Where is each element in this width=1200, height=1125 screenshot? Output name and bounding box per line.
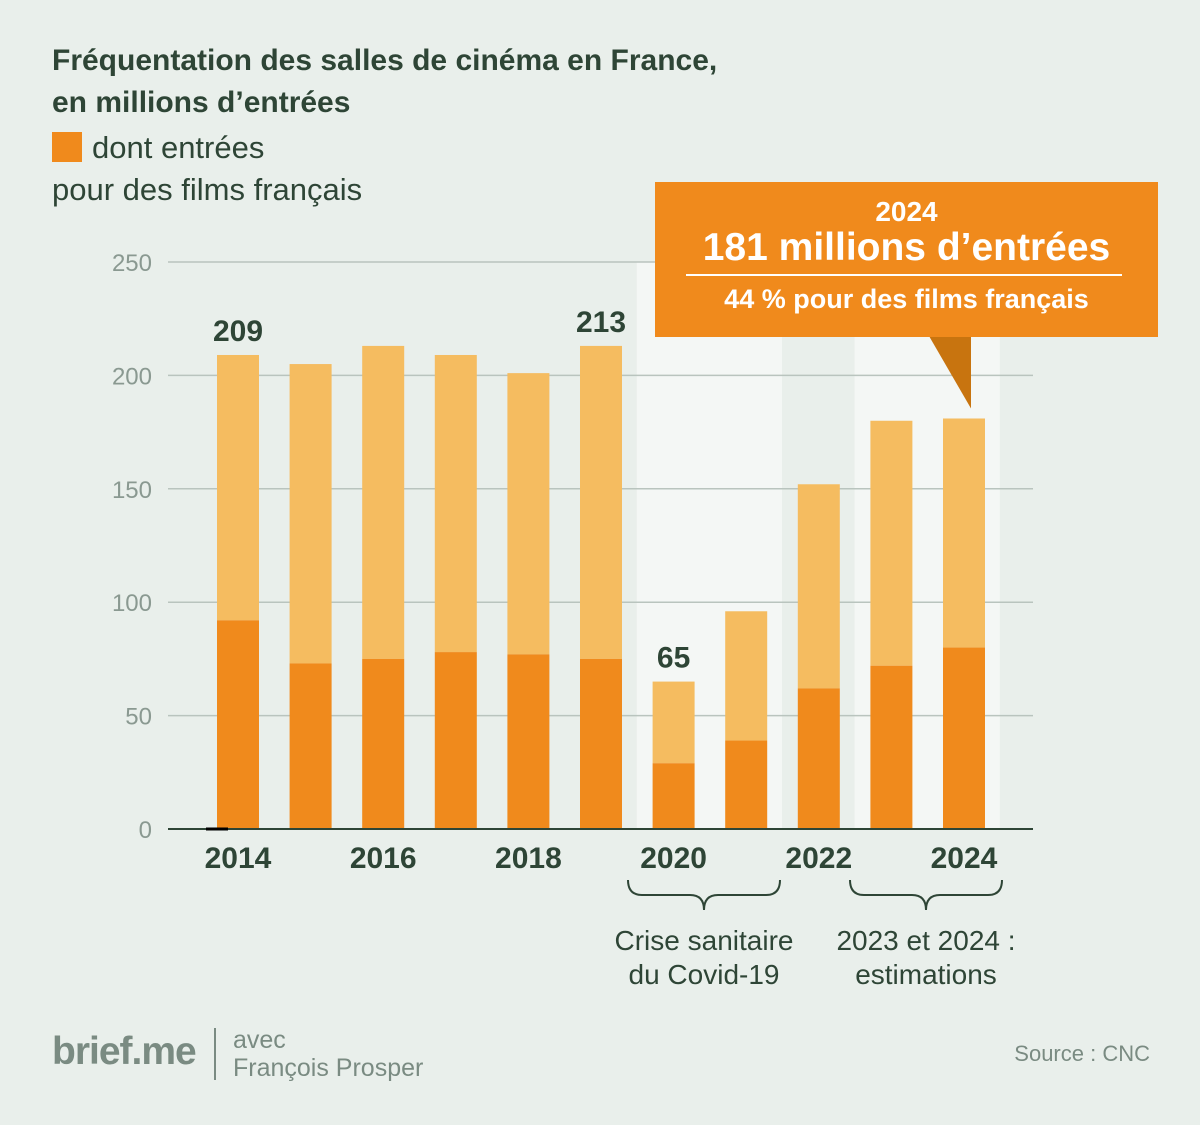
callout-pointer [929, 336, 971, 409]
y-axis-labels: 0 50 100 150 200 250 [112, 250, 152, 844]
x-tick-label-2022: 2022 [785, 842, 852, 875]
x-tick-label-2024: 2024 [931, 842, 998, 875]
bar-french-2018 [507, 654, 550, 829]
bar-total-2024 [943, 418, 985, 648]
bar-total-2014 [217, 354, 259, 621]
bar-total-2021 [725, 611, 768, 741]
legend-swatch [52, 132, 82, 162]
bar-total-2018 [507, 373, 550, 655]
data-labels: 209 213 65 [213, 306, 690, 675]
author-line-2: François Prosper [233, 1054, 424, 1082]
y-tick-label: 150 [112, 477, 152, 504]
covid-caption-line-1: Crise sanitaire [615, 925, 794, 956]
bar-total-2020 [652, 681, 695, 764]
bar-french-2023 [870, 665, 913, 829]
author-line-1: avec [233, 1026, 286, 1054]
bar-french-2024 [943, 647, 985, 829]
bar-total-2019 [580, 345, 622, 659]
callout-share: 44 % pour des films français [724, 284, 1089, 314]
y-tick-label: 50 [125, 704, 152, 731]
bar-french-2017 [434, 652, 477, 829]
bar-total-2017 [434, 354, 477, 653]
bar-french-2020 [652, 763, 695, 829]
x-tick-label-2014: 2014 [205, 842, 272, 875]
estimates-caption-line-2: estimations [855, 959, 997, 990]
y-tick-label: 250 [112, 250, 152, 277]
x-tick-label-2018: 2018 [495, 842, 562, 875]
x-tick-label-2020: 2020 [640, 842, 707, 875]
data-label-2019: 213 [576, 306, 626, 339]
y-tick-label: 200 [112, 363, 152, 390]
callout-year: 2024 [875, 196, 938, 227]
legend-label-line-1: dont entrées [92, 130, 265, 165]
bar-total-2016 [362, 345, 405, 659]
author-credit: avec François Prosper [233, 1026, 423, 1082]
callout-divider [686, 274, 1122, 276]
bar-french-2021 [725, 740, 768, 829]
data-label-2014: 209 [213, 315, 263, 348]
bar-french-2022 [797, 688, 840, 829]
y-tick-label: 0 [139, 817, 152, 844]
data-label-2020: 65 [657, 642, 690, 675]
bar-french-2019 [580, 658, 622, 829]
bar-total-2022 [797, 484, 840, 689]
callout-total: 181 millions d’entrées [702, 226, 1111, 269]
bars [217, 345, 985, 829]
bar-french-2014 [217, 620, 259, 829]
legend-label-line-2: pour des films français [52, 172, 363, 207]
x-tick-label-2016: 2016 [350, 842, 417, 875]
chart-title: Fréquentation des salles de cinéma en Fr… [52, 40, 717, 124]
estimates-bracket [849, 879, 1003, 911]
callout-box: 2024 181 millions d’entrées 44 % pour de… [655, 182, 1158, 337]
brand-separator [214, 1028, 216, 1080]
estimates-caption-line-1: 2023 et 2024 : [836, 925, 1015, 956]
bar-french-2016 [362, 658, 405, 829]
bar-french-2015 [289, 663, 332, 829]
covid-caption-line-2: du Covid-19 [629, 959, 780, 990]
covid-bracket [627, 879, 781, 911]
bar-total-2015 [289, 364, 332, 664]
x-axis-labels: 2014 2016 2018 2020 2022 2024 [205, 842, 998, 875]
title-line-1: Fréquentation des salles de cinéma en Fr… [52, 44, 718, 77]
bar-total-2023 [870, 420, 913, 666]
source-note: Source : CNC [1014, 1041, 1150, 1066]
legend: dont entrées pour des films français [52, 127, 362, 211]
title-line-2: en millions d’entrées [52, 86, 351, 119]
brand-logo: brief.me [52, 1030, 197, 1073]
y-tick-label: 100 [112, 590, 152, 617]
